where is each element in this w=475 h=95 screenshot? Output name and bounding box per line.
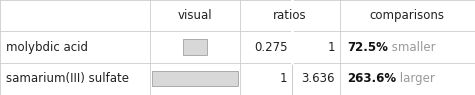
Text: molybdic acid: molybdic acid	[6, 41, 88, 53]
Text: samarium(III) sulfate: samarium(III) sulfate	[6, 72, 129, 85]
Text: 1: 1	[280, 72, 287, 85]
Text: 0.275: 0.275	[254, 41, 287, 53]
Bar	[152, 71, 238, 86]
Text: ratios: ratios	[273, 9, 306, 22]
Text: 3.636: 3.636	[301, 72, 335, 85]
Text: comparisons: comparisons	[370, 9, 445, 22]
Text: smaller: smaller	[388, 41, 435, 53]
Text: 72.5%: 72.5%	[347, 41, 388, 53]
Text: 1: 1	[327, 41, 335, 53]
Text: visual: visual	[178, 9, 212, 22]
Bar	[183, 39, 207, 55]
Text: 263.6%: 263.6%	[347, 72, 396, 85]
Text: larger: larger	[396, 72, 435, 85]
